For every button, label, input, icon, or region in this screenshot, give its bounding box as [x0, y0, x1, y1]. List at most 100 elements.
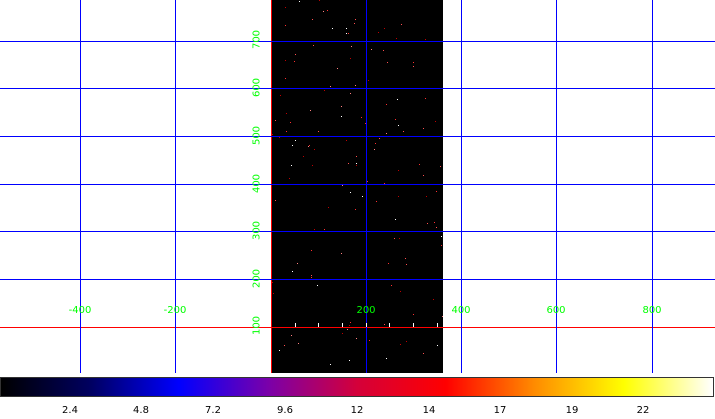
noise-pixel: [324, 90, 325, 91]
noise-pixel: [398, 196, 399, 197]
y-axis-label: 500: [251, 125, 263, 146]
x-axis-label: 200: [356, 305, 376, 316]
noise-pixel: [350, 58, 351, 59]
noise-pixel: [423, 128, 424, 129]
noise-pixel: [398, 170, 399, 171]
noise-pixel: [286, 113, 287, 114]
x-axis-label: 800: [642, 305, 662, 316]
noise-pixel: [324, 229, 325, 230]
grid-line-vertical: [366, 0, 367, 373]
noise-pixel: [275, 120, 276, 121]
noise-pixel: [401, 24, 402, 25]
astronomical-image[interactable]: [271, 0, 443, 373]
grid-line-horizontal: [0, 184, 715, 185]
noise-pixel: [425, 98, 426, 99]
noise-pixel: [309, 145, 310, 146]
colorbar-tick-label: 22: [636, 405, 650, 416]
grid-line-vertical: [461, 0, 462, 373]
noise-pixel: [346, 140, 347, 141]
y-axis-label: 300: [251, 220, 263, 241]
noise-pixel: [311, 275, 312, 276]
noise-pixel: [413, 62, 414, 63]
noise-pixel: [356, 338, 357, 339]
noise-pixel: [285, 78, 286, 79]
noise-pixel: [351, 46, 352, 47]
noise-pixel: [311, 277, 312, 278]
y-axis-label: 100: [251, 315, 263, 336]
noise-pixel: [355, 209, 356, 210]
noise-pixel: [312, 165, 313, 166]
noise-pixel: [285, 60, 286, 61]
noise-pixel: [436, 227, 437, 228]
noise-pixel: [330, 86, 331, 87]
x-axis-label: -400: [68, 305, 92, 316]
y-axis-label: 600: [251, 77, 263, 98]
noise-pixel: [342, 185, 343, 186]
noise-pixel: [386, 358, 387, 359]
colorbar-tick-label: 9.6: [277, 405, 293, 416]
noise-pixel: [374, 149, 375, 150]
noise-pixel: [375, 143, 376, 144]
noise-pixel: [341, 116, 342, 117]
noise-pixel: [387, 62, 388, 63]
noise-pixel: [332, 28, 333, 29]
noise-pixel: [291, 165, 292, 166]
colorbar-tick-label: 12: [350, 405, 364, 416]
noise-pixel: [427, 223, 428, 224]
noise-pixel: [441, 236, 442, 237]
noise-pixel: [346, 33, 347, 34]
noise-pixel: [388, 263, 389, 264]
noise-pixel: [308, 146, 309, 147]
grid-line-horizontal: [0, 41, 715, 42]
noise-pixel: [435, 121, 436, 122]
noise-pixel: [398, 125, 399, 126]
noise-pixel: [314, 229, 315, 230]
noise-pixel: [319, 0, 320, 1]
grid-line-horizontal: [0, 136, 715, 137]
noise-pixel: [295, 54, 296, 55]
noise-pixel: [294, 61, 295, 62]
noise-pixel: [379, 138, 380, 139]
noise-pixel: [399, 238, 400, 239]
noise-pixel: [323, 11, 324, 12]
noise-pixel: [292, 145, 293, 146]
noise-pixel: [361, 117, 362, 118]
noise-pixel: [395, 219, 396, 220]
noise-pixel: [405, 258, 406, 259]
noise-pixel: [354, 23, 355, 24]
noise-pixel: [355, 85, 356, 86]
colorbar-tick-label: 19: [565, 405, 579, 416]
noise-pixel: [378, 32, 379, 33]
noise-pixel: [273, 293, 274, 294]
noise-pixel: [397, 99, 398, 100]
axis-tick: [413, 323, 414, 327]
noise-pixel: [383, 50, 384, 51]
noise-pixel: [356, 165, 357, 166]
noise-pixel: [367, 181, 368, 182]
noise-pixel: [423, 353, 424, 354]
noise-pixel: [425, 39, 426, 40]
colorbar-tick-label: 7.2: [205, 405, 221, 416]
noise-pixel: [436, 191, 437, 192]
grid-line-vertical: [175, 0, 176, 373]
grid-line-vertical: [80, 0, 81, 373]
noise-pixel: [350, 192, 351, 193]
noise-pixel: [426, 196, 427, 197]
noise-pixel: [349, 325, 350, 326]
noise-pixel: [350, 322, 351, 323]
y-axis-label: 700: [251, 29, 263, 50]
noise-pixel: [437, 345, 438, 346]
noise-pixel: [337, 68, 338, 69]
noise-pixel: [356, 156, 357, 157]
crosshair-vertical: [271, 0, 272, 373]
noise-pixel: [284, 345, 285, 346]
y-axis-label: 200: [251, 268, 263, 289]
colorbar[interactable]: [0, 377, 714, 397]
noise-pixel: [348, 33, 349, 34]
noise-pixel: [413, 314, 414, 315]
noise-pixel: [279, 137, 280, 138]
noise-pixel: [311, 250, 312, 251]
noise-pixel: [349, 360, 350, 361]
image-viewer[interactable]: -400 -200 200 400 600 800 700 600 500 400 300 200 10…: [0, 0, 715, 373]
noise-pixel: [386, 133, 387, 134]
